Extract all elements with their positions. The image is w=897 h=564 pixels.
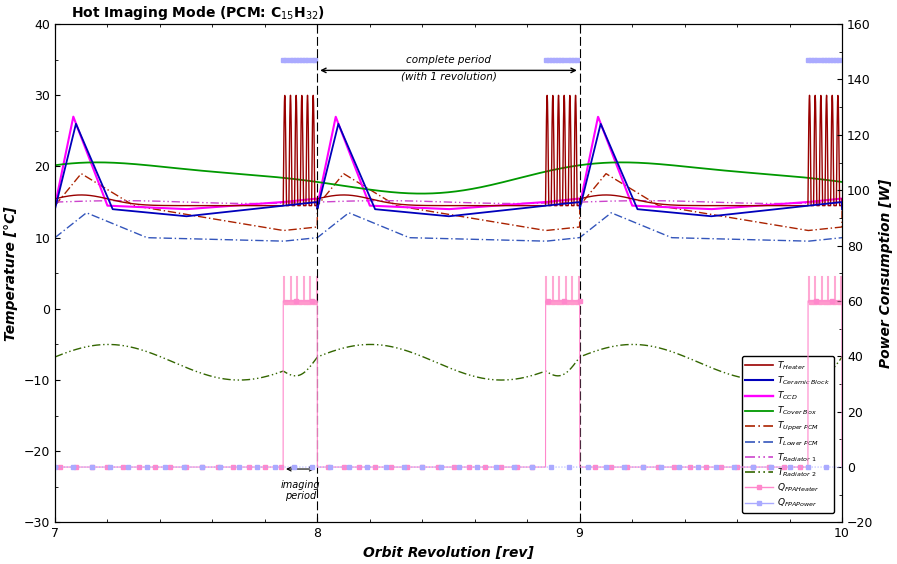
Text: Hot Imaging Mode (PCM: C$_{15}$H$_{32}$): Hot Imaging Mode (PCM: C$_{15}$H$_{32}$)	[71, 4, 325, 22]
Text: imaging
period: imaging period	[281, 480, 320, 501]
Text: complete period: complete period	[406, 55, 491, 65]
Y-axis label: Temperature [°C]: Temperature [°C]	[4, 206, 18, 341]
Text: (with 1 revolution): (with 1 revolution)	[401, 72, 496, 82]
Legend: $T_{Heater}$, $T_{Ceramic\ Block}$, $T_{CCD}$, $T_{Cover\ Box}$, $T_{Upper\ PCM}: $T_{Heater}$, $T_{Ceramic\ Block}$, $T_{…	[742, 356, 833, 513]
Y-axis label: Power Consumption [W]: Power Consumption [W]	[879, 179, 893, 368]
X-axis label: Orbit Revolution [rev]: Orbit Revolution [rev]	[363, 546, 534, 560]
